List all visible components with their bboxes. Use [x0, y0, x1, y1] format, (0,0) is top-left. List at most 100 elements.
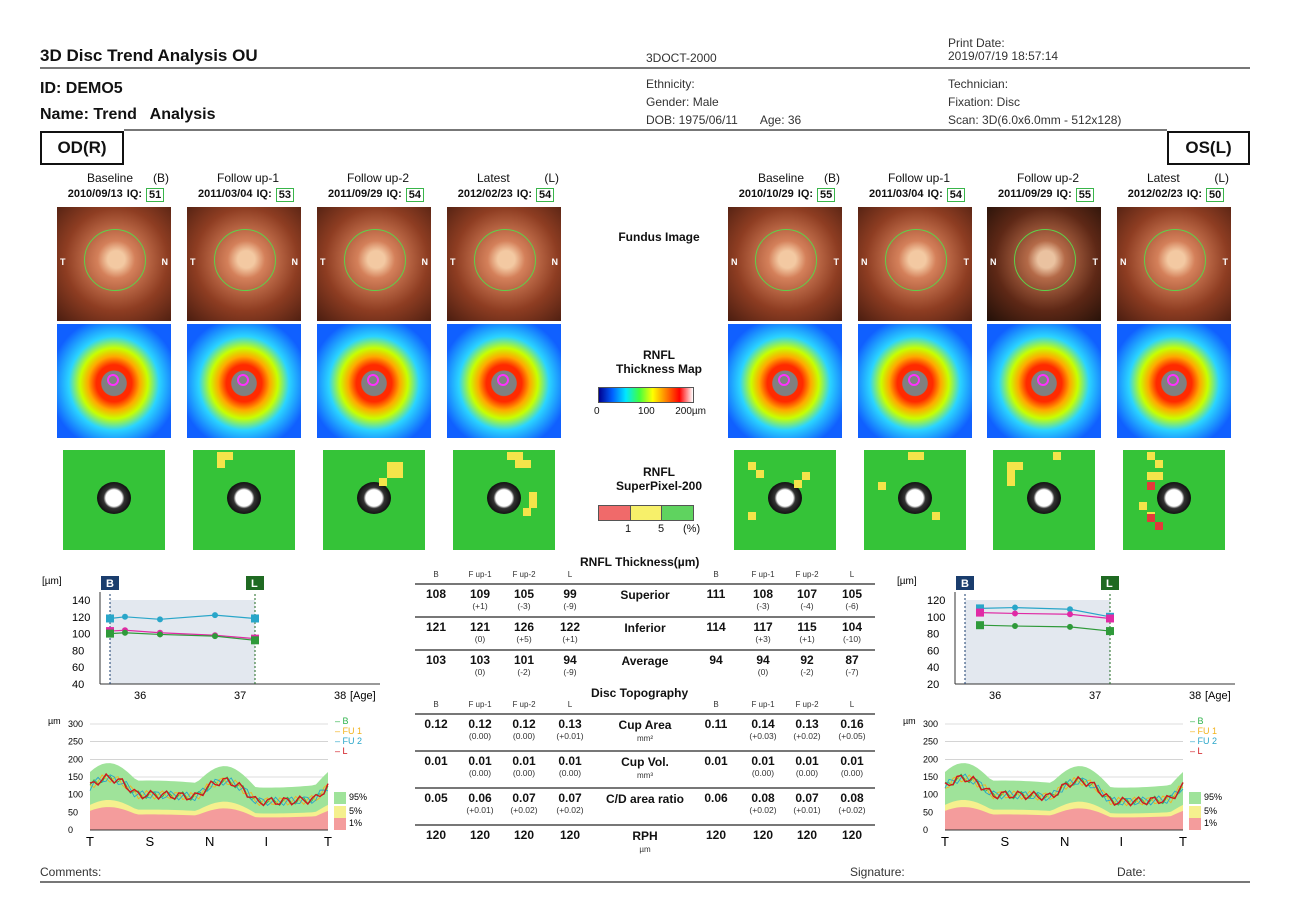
delta: (+0.02) [749, 805, 777, 815]
superpixel-red-cell [1147, 482, 1155, 490]
value: 0.08 [751, 791, 775, 805]
optic-disc [898, 482, 932, 514]
value: 120 [752, 828, 774, 842]
column-tag: (B) [824, 171, 840, 185]
superpixel-yellow-cell [1015, 462, 1023, 470]
iq-value: 54 [405, 188, 424, 202]
value: 94 [563, 653, 577, 667]
value: 0.01 [795, 754, 819, 768]
x-tick-label: N [1060, 834, 1069, 849]
marker-box [956, 576, 974, 590]
y-tick-label: 100 [923, 790, 938, 800]
value: 103 [469, 653, 491, 667]
value: 120 [425, 828, 447, 842]
x-axis-label: [Age] [1205, 690, 1231, 702]
column-tag: (L) [544, 171, 559, 185]
y-tick-label: 150 [68, 772, 83, 782]
column-header: B [433, 700, 439, 709]
y-tick-label: 80 [927, 629, 939, 641]
demographics: Ethnicity: Gender: Male DOB: 1975/06/11 A… [646, 75, 801, 129]
delta: (0.00) [795, 768, 819, 778]
superpixel-color-scale [598, 505, 694, 521]
od-value-cell: 0.01 [414, 754, 458, 768]
row-label-text: Cup Vol. [621, 755, 669, 769]
trend-range-band [110, 600, 255, 684]
os-value-cell: 0.07 (+0.01) [785, 791, 829, 815]
superpixel-red-cell [1155, 522, 1163, 530]
value: 0.01 [751, 754, 775, 768]
od-value-cell: 0.05 [414, 791, 458, 805]
value: 105 [513, 587, 535, 601]
iq-value: 50 [1206, 188, 1225, 202]
rnfl-thickness-map [447, 324, 561, 438]
value: 0.12 [424, 717, 448, 731]
value: 0.06 [704, 791, 728, 805]
os-value-cell: 114 [694, 620, 738, 634]
iq-label: IQ: [386, 188, 402, 200]
superpixel-yellow-cell [379, 478, 387, 486]
od-value-cell: 126 (+5) [502, 620, 546, 644]
column-header: Follow up-1 2011/03/04 IQ: 53 [187, 171, 305, 202]
rnfl-thickness-map [1117, 324, 1231, 438]
superpixel-yellow-cell [1155, 472, 1163, 480]
delta: (+0.05) [838, 731, 866, 741]
report-title: 3D Disc Trend Analysis OU [40, 46, 258, 65]
delta: (-7) [845, 667, 859, 677]
delta: (0) [474, 667, 486, 677]
delta: (+0.02) [556, 805, 584, 815]
value: 0.07 [512, 791, 536, 805]
scan-info: Technician: Fixation: Disc Scan: 3D(6.0x… [948, 75, 1121, 129]
rnfl-thickness-map [728, 324, 842, 438]
value: 120 [796, 828, 818, 842]
value: 108 [752, 587, 774, 601]
os-value-cell: 0.01 (0.00) [741, 754, 785, 778]
side-label-right: T [963, 257, 970, 267]
percentile-swatch [334, 806, 346, 818]
side-label-left: T [320, 257, 326, 267]
value: 122 [559, 620, 581, 634]
value: 0.12 [468, 717, 492, 731]
delta: (0) [757, 667, 769, 677]
value: 111 [706, 587, 726, 601]
percentile-label: 95% [1204, 792, 1222, 802]
x-axis-label: [Age] [350, 690, 376, 702]
delta: (-2) [800, 667, 814, 677]
x-tick-label: I [1120, 834, 1124, 849]
scan-date: 2010/09/13 [67, 188, 123, 200]
os-value-cell: 92 (-2) [785, 653, 829, 677]
superpixel-yellow-cell [748, 512, 756, 520]
trend-point [157, 631, 163, 638]
trend-point [1012, 610, 1018, 617]
od-value-cell: 0.07 (+0.02) [548, 791, 592, 815]
iq-label: IQ: [797, 188, 814, 200]
optic-disc [97, 482, 131, 514]
trend-point [976, 621, 984, 630]
y-tick-label: 50 [923, 807, 933, 817]
row-label-text: Superior [620, 588, 670, 602]
value: 0.13 [795, 717, 819, 731]
percentile-swatch [1189, 818, 1201, 830]
value: 0.01 [512, 754, 536, 768]
delta: (-3) [756, 601, 770, 611]
x-tick-label: S [1001, 834, 1010, 849]
superpixel-yellow-cell [1007, 470, 1015, 478]
value: 120 [841, 828, 863, 842]
superpixel-yellow-cell [507, 452, 515, 460]
disc-circle [885, 229, 947, 291]
percentile-swatch [1189, 806, 1201, 818]
column-label: Baseline [87, 171, 134, 185]
column-header: Baseline (B) 2010/10/29 IQ: 55 [728, 171, 846, 202]
table-row [415, 713, 875, 747]
iq-value: 54 [536, 188, 555, 202]
percentile-label: 5% [1204, 806, 1217, 816]
column-tag: (L) [1214, 171, 1229, 185]
y-tick-label: 300 [923, 719, 938, 729]
disc-circle [84, 229, 146, 291]
percentile-label: 1% [1204, 818, 1217, 828]
delta: (+1) [562, 634, 578, 644]
cup-contour [908, 374, 920, 386]
column-label: Baseline [758, 171, 805, 185]
delta: (-2) [517, 667, 531, 677]
y-axis-label: [µm] [897, 576, 917, 587]
